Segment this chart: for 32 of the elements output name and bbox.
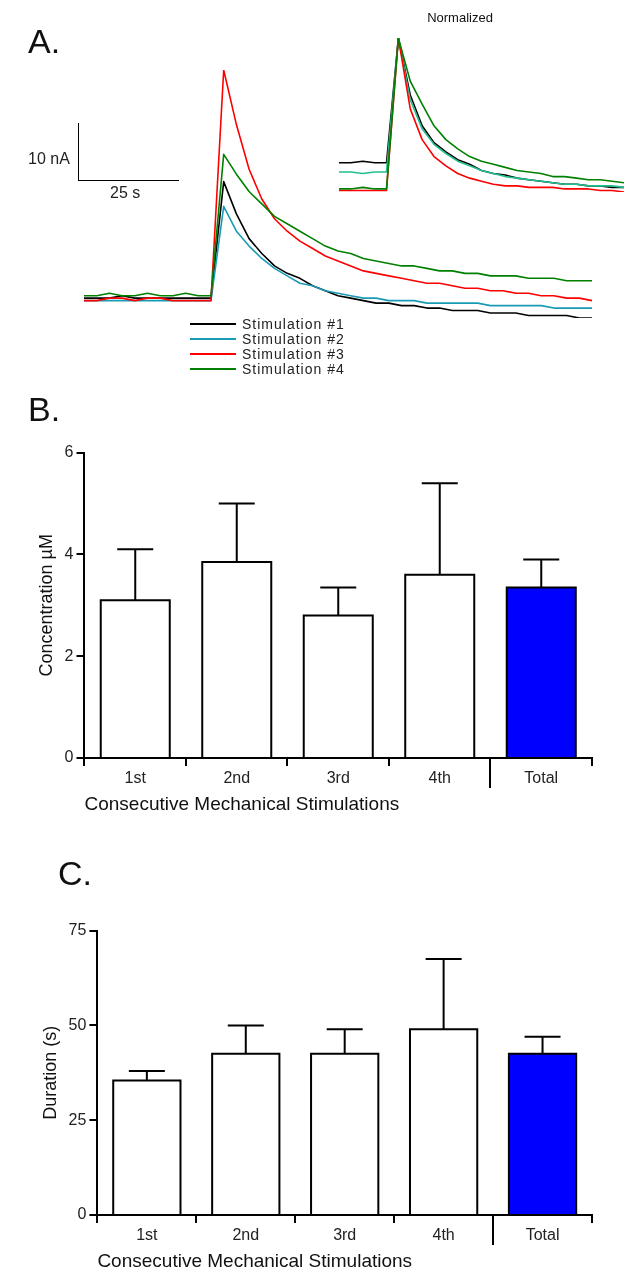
y-axis-title: Duration (s) bbox=[39, 1025, 60, 1120]
y-tick-label: 0 bbox=[64, 748, 74, 766]
x-tick-label: 2nd bbox=[223, 769, 251, 787]
y-tick-label: 4 bbox=[64, 544, 74, 562]
x-tick-label: 4th bbox=[428, 769, 451, 787]
x-axis-title: Consecutive Mechanical Stimulations bbox=[84, 792, 400, 814]
y-tick-label: 50 bbox=[68, 1015, 87, 1033]
legend-label: Stimulation #1 bbox=[242, 315, 345, 332]
y-axis-title: Concentration µM bbox=[35, 534, 56, 677]
x-tick-label: 1st bbox=[136, 1226, 159, 1244]
x-axis-title: Consecutive Mechanical Stimulations bbox=[97, 1249, 413, 1271]
y-tick-label: 0 bbox=[77, 1205, 87, 1223]
y-tick-label: 75 bbox=[68, 921, 87, 939]
text: 10 nA bbox=[28, 150, 70, 168]
y-tick-label: 6 bbox=[64, 443, 74, 461]
x-tick-label: Total bbox=[525, 1226, 560, 1244]
legend-label: Stimulation #2 bbox=[242, 330, 345, 347]
x-tick-label: 2nd bbox=[232, 1226, 260, 1244]
y-tick-label: 2 bbox=[64, 646, 74, 664]
legend-label: Stimulation #3 bbox=[242, 345, 345, 362]
x-tick-label: 4th bbox=[432, 1226, 455, 1244]
y-tick-label: 25 bbox=[68, 1110, 87, 1128]
chart-title: A. bbox=[28, 22, 61, 61]
chart-title: Normalized bbox=[426, 10, 494, 25]
legend-label: Stimulation #4 bbox=[242, 360, 345, 377]
x-tick-label: 3rd bbox=[326, 769, 350, 787]
x-tick-label: Total bbox=[524, 769, 559, 787]
annotation: 25 s bbox=[110, 184, 141, 202]
chart-title: C. bbox=[58, 854, 92, 893]
x-tick-label: 3rd bbox=[333, 1226, 357, 1244]
x-tick-label: 1st bbox=[124, 769, 147, 787]
chart-title: B. bbox=[28, 390, 61, 429]
